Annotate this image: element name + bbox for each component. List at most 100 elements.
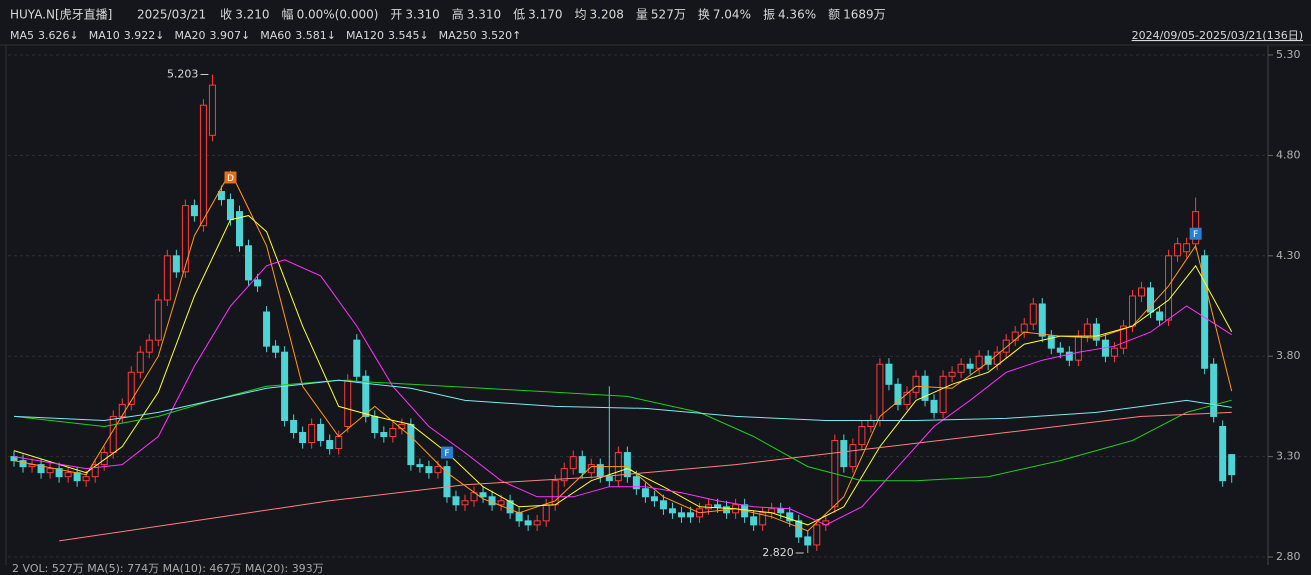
candle-body	[632, 476, 640, 490]
candle-body	[452, 496, 460, 506]
candle-body	[263, 311, 271, 347]
candle-body	[145, 339, 153, 353]
candle-body	[1192, 211, 1200, 245]
candle-body	[641, 488, 649, 498]
candle-body	[1056, 347, 1064, 353]
candle-body	[1083, 323, 1091, 337]
candle-body	[407, 423, 415, 466]
candle-body	[226, 199, 234, 221]
header-label: 幅	[282, 7, 294, 22]
candle-body	[1119, 325, 1127, 349]
ma-legend-name: MA10	[89, 29, 120, 42]
candle-body	[1029, 303, 1037, 325]
candle-body	[623, 452, 631, 478]
candle-body	[172, 255, 180, 273]
candle-body	[867, 419, 875, 427]
ma-line	[13, 170, 1233, 532]
candle-body	[154, 299, 162, 341]
header-value: 3.208	[590, 8, 624, 22]
header-label: 均	[575, 8, 587, 22]
candle-body	[587, 464, 595, 474]
candle-body	[921, 375, 929, 401]
candle-body	[1228, 454, 1236, 476]
candle-body	[497, 500, 505, 506]
candle-body	[605, 476, 613, 482]
ma-legend-name: MA120	[346, 29, 384, 42]
candle-body	[479, 492, 487, 498]
candle-body	[82, 476, 90, 482]
candle-body	[1047, 335, 1055, 349]
ma-legend-value: 3.626↓	[38, 29, 79, 42]
candle-body	[425, 466, 433, 474]
candle-body	[208, 84, 216, 136]
candle-body	[416, 464, 424, 468]
ma-line	[13, 379, 1232, 422]
candle-body	[127, 371, 135, 405]
ma-legend-value: 3.907↓	[209, 29, 250, 42]
candle-body	[858, 425, 866, 446]
header-label: 开	[390, 8, 402, 22]
candle-body	[1165, 255, 1173, 321]
header-label: 低	[513, 8, 525, 22]
y-tick-label: 5.30	[1276, 48, 1301, 61]
candle-body	[1156, 311, 1164, 321]
candle-body	[957, 363, 965, 373]
candle-body	[1183, 243, 1191, 253]
header-label: 振	[763, 8, 775, 22]
ma-legend-value: 3.520↑	[481, 29, 522, 42]
candle-body	[930, 399, 938, 413]
candle-body	[55, 468, 63, 478]
header-value: 0.00%(0.000)	[297, 8, 379, 22]
candle-body	[1201, 255, 1209, 369]
y-tick-label: 2.80	[1276, 550, 1301, 563]
candle-body	[190, 205, 198, 217]
candle-body	[344, 379, 352, 427]
ma-line	[13, 215, 1233, 526]
header-value: 3.210	[235, 8, 269, 22]
candle-body	[254, 279, 262, 287]
candle-body	[1147, 287, 1155, 313]
candle-body	[1065, 351, 1073, 361]
candle-body	[506, 500, 514, 514]
candle-body	[903, 391, 911, 405]
volume-label: 2 VOL: 527万 MA(5): 774万 MA(10): 467万 MA(…	[12, 562, 324, 575]
ma-legend-name: MA60	[260, 29, 291, 42]
candle-body	[217, 191, 225, 201]
candle-body	[1210, 363, 1218, 417]
candle-body	[650, 496, 658, 502]
ma-legend-value: 3.545↓	[388, 29, 429, 42]
candle-body	[272, 345, 280, 353]
candle-body	[389, 427, 397, 438]
ma-legend-value: 3.922↓	[124, 29, 165, 42]
candle-body	[353, 339, 361, 377]
candle-body	[885, 363, 893, 385]
header-value: 3.310	[467, 8, 501, 22]
candle-body	[245, 245, 253, 281]
candle-body	[569, 456, 577, 470]
header-label: 收	[220, 8, 232, 22]
candle-body	[1219, 425, 1227, 482]
y-tick-label: 3.30	[1276, 450, 1301, 463]
header-label: 额	[828, 8, 840, 22]
candle-body	[317, 423, 325, 442]
candle-body	[46, 468, 54, 474]
y-tick-label: 3.80	[1276, 349, 1301, 362]
candle-body	[163, 255, 171, 301]
candle-body	[912, 375, 920, 393]
candle-body	[677, 512, 685, 518]
header-label: 量	[636, 8, 648, 22]
candle-body	[37, 464, 45, 474]
candle-body	[443, 466, 451, 498]
ma-line	[59, 411, 1232, 542]
candle-body	[1002, 339, 1010, 353]
candle-body	[687, 512, 694, 518]
candle-body	[362, 375, 370, 417]
candle-body	[795, 520, 803, 538]
candle-body	[786, 512, 794, 522]
y-tick-label: 4.30	[1276, 249, 1301, 262]
candle-body	[181, 205, 189, 273]
candle-body	[515, 512, 523, 522]
candle-body	[542, 504, 550, 522]
candle-body	[777, 508, 785, 514]
